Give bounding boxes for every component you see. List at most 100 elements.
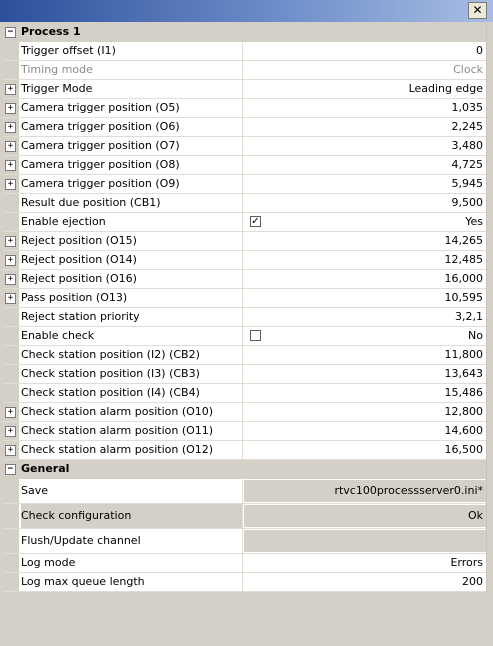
property-row-trigger-offset-i1[interactable]: Trigger offset (I1) 0 [3, 42, 486, 61]
property-row-pass-position-o13[interactable]: + Pass position (O13) 10,595 [3, 289, 486, 308]
property-row-reject-station-priority[interactable]: Reject station priority 3,2,1 [3, 308, 486, 327]
property-name: Camera trigger position (O8) [21, 156, 243, 174]
property-checkbox[interactable]: ✓ [250, 216, 261, 227]
expand-icon[interactable]: + [5, 160, 16, 171]
property-row-result-due-position-cb1[interactable]: Result due position (CB1) 9,500 [3, 194, 486, 213]
property-row-reject-position-o14[interactable]: + Reject position (O14) 12,485 [3, 251, 486, 270]
property-row-check-station-alarm-position-o10[interactable]: + Check station alarm position (O10) 12,80… [3, 403, 486, 422]
close-button[interactable]: ✕ [468, 2, 487, 19]
property-row-camera-trigger-position-o6[interactable]: + Camera trigger position (O6) 2,245 [3, 118, 486, 137]
property-row-camera-trigger-position-o8[interactable]: + Camera trigger position (O8) 4,725 [3, 156, 486, 175]
row-gutter [3, 346, 19, 364]
property-name: Enable ejection [21, 213, 243, 231]
property-row-save[interactable]: Save rtvc100processserver0.ini* [3, 479, 486, 504]
property-name: Log mode [21, 554, 243, 572]
row-gutter [3, 504, 19, 528]
property-value: 14,600 [444, 424, 484, 437]
row-gutter [3, 327, 19, 345]
property-row-camera-trigger-position-o5[interactable]: + Camera trigger position (O5) 1,035 [3, 99, 486, 118]
property-name: Trigger offset (I1) [21, 42, 243, 60]
property-name: Check station position (I4) (CB4) [21, 384, 243, 402]
property-row-reject-position-o16[interactable]: + Reject position (O16) 16,000 [3, 270, 486, 289]
row-gutter [3, 308, 19, 326]
property-row-check-station-alarm-position-o11[interactable]: + Check station alarm position (O11) 14,60… [3, 422, 486, 441]
property-value: Leading edge [408, 82, 483, 95]
property-row-log-max-queue-length[interactable]: Log max queue length 200 [3, 573, 486, 592]
row-gutter [3, 213, 19, 231]
category-label: Process 1 [21, 25, 81, 38]
property-row-flush-update-channel[interactable]: Flush/Update channel [3, 529, 486, 554]
collapse-icon[interactable]: − [5, 27, 16, 38]
expand-icon[interactable]: + [5, 426, 16, 437]
property-value: 9,500 [451, 196, 484, 209]
property-name: Camera trigger position (O6) [21, 118, 243, 136]
row-gutter [3, 554, 19, 572]
property-name: Check station position (I2) (CB2) [21, 346, 243, 364]
property-row-trigger-mode[interactable]: + Trigger Mode Leading edge [3, 80, 486, 99]
property-name: Log max queue length [21, 573, 243, 591]
window-titlebar: ✕ [0, 0, 493, 22]
property-name: Check configuration [21, 504, 243, 528]
expand-icon[interactable]: + [5, 236, 16, 247]
property-row-enable-ejection[interactable]: Enable ejection ✓ Yes [3, 213, 486, 232]
property-name: Timing mode [21, 61, 243, 79]
property-row-enable-check[interactable]: Enable check No [3, 327, 486, 346]
expand-icon[interactable]: + [5, 84, 16, 95]
property-name: Reject position (O14) [21, 251, 243, 269]
row-gutter [3, 479, 19, 503]
property-row-check-station-position-i2-cb2[interactable]: Check station position (I2) (CB2) 11,800 [3, 346, 486, 365]
property-button[interactable]: Ok [244, 505, 486, 527]
property-name: Trigger Mode [21, 80, 243, 98]
property-name: Enable check [21, 327, 243, 345]
category-process-1[interactable]: − Process 1 [3, 23, 486, 42]
row-gutter [3, 365, 19, 383]
row-gutter [3, 61, 19, 79]
row-gutter [3, 573, 19, 591]
expand-icon[interactable]: + [5, 407, 16, 418]
expand-icon[interactable]: + [5, 274, 16, 285]
expand-icon[interactable]: + [5, 179, 16, 190]
property-row-log-mode[interactable]: Log mode Errors [3, 554, 486, 573]
property-name: Save [21, 479, 243, 503]
expand-icon[interactable]: + [5, 255, 16, 266]
property-row-check-station-alarm-position-o12[interactable]: + Check station alarm position (O12) 16,50… [3, 441, 486, 460]
property-name: Result due position (CB1) [21, 194, 243, 212]
category-general[interactable]: − General [3, 460, 486, 479]
property-row-timing-mode[interactable]: Timing mode Clock [3, 61, 486, 80]
row-gutter [3, 42, 19, 60]
property-value: 15,486 [444, 386, 484, 399]
property-value: 3,480 [451, 139, 484, 152]
category-label: General [21, 462, 70, 475]
property-value: 11,800 [444, 348, 484, 361]
expand-icon[interactable]: + [5, 122, 16, 133]
property-row-check-station-position-i3-cb3[interactable]: Check station position (I3) (CB3) 13,643 [3, 365, 486, 384]
row-gutter [3, 384, 19, 402]
property-value: 16,000 [444, 272, 484, 285]
expand-icon[interactable]: + [5, 141, 16, 152]
property-value: Clock [453, 63, 483, 76]
property-value: 1,035 [451, 101, 484, 114]
property-row-camera-trigger-position-o7[interactable]: + Camera trigger position (O7) 3,480 [3, 137, 486, 156]
property-name: Check station alarm position (O12) [21, 441, 243, 459]
property-value: 0 [476, 44, 483, 57]
row-gutter [3, 529, 19, 553]
property-value: 14,265 [444, 234, 484, 247]
property-value: 12,485 [444, 253, 484, 266]
property-row-reject-position-o15[interactable]: + Reject position (O15) 14,265 [3, 232, 486, 251]
expand-icon[interactable]: + [5, 103, 16, 114]
collapse-icon[interactable]: − [5, 464, 16, 475]
property-row-check-station-position-i4-cb4[interactable]: Check station position (I4) (CB4) 15,486 [3, 384, 486, 403]
property-row-check-configuration[interactable]: Check configuration Ok [3, 504, 486, 529]
property-value: 16,500 [444, 443, 484, 456]
property-name: Camera trigger position (O9) [21, 175, 243, 193]
row-gutter [3, 194, 19, 212]
property-button[interactable]: rtvc100processserver0.ini* [244, 480, 486, 502]
property-button[interactable] [244, 530, 486, 552]
expand-icon[interactable]: + [5, 293, 16, 304]
property-value: 5,945 [451, 177, 484, 190]
expand-icon[interactable]: + [5, 445, 16, 456]
property-row-camera-trigger-position-o9[interactable]: + Camera trigger position (O9) 5,945 [3, 175, 486, 194]
property-value: Yes [465, 215, 483, 228]
property-checkbox[interactable] [250, 330, 261, 341]
property-name: Pass position (O13) [21, 289, 243, 307]
